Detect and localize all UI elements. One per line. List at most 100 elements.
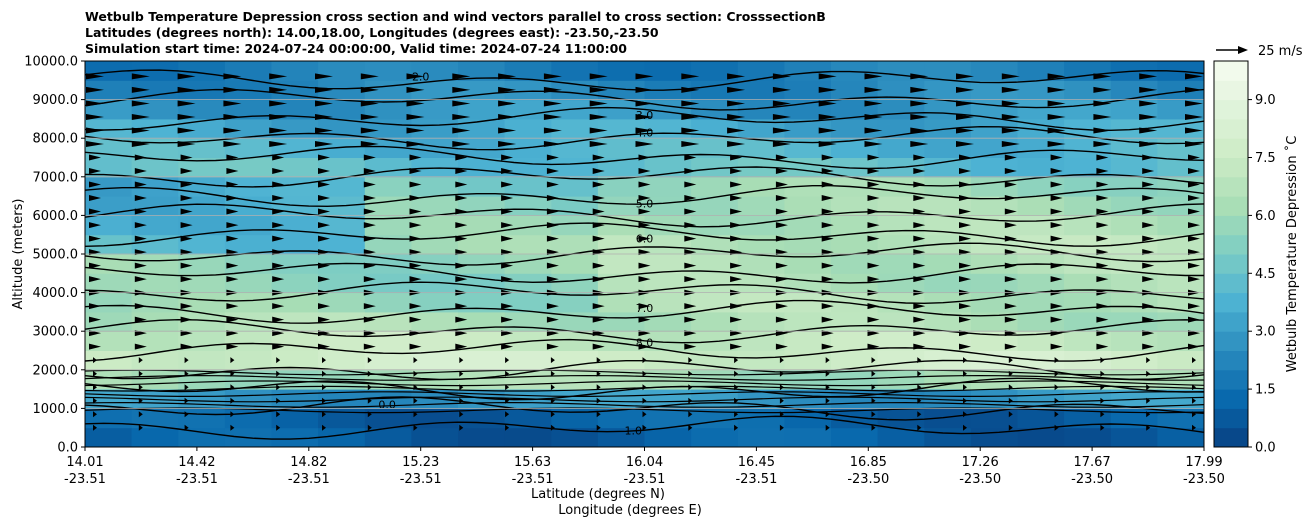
field-cell bbox=[318, 215, 366, 236]
field-cell bbox=[131, 215, 179, 236]
wind-vector bbox=[825, 424, 830, 431]
field-cell bbox=[318, 389, 366, 409]
wind-vector bbox=[1142, 303, 1155, 310]
wind-vector bbox=[363, 316, 376, 323]
field-cell bbox=[224, 273, 272, 294]
wind-vector bbox=[455, 235, 468, 242]
wind-vector bbox=[1185, 73, 1203, 80]
wind-vector bbox=[684, 181, 697, 188]
wind-vector bbox=[455, 195, 468, 201]
wind-vector bbox=[730, 316, 743, 323]
contour-line bbox=[85, 125, 1204, 151]
wind-vector bbox=[413, 370, 418, 377]
wind-vector bbox=[1146, 370, 1151, 377]
wind-vector bbox=[910, 100, 929, 107]
wind-vector bbox=[956, 127, 974, 134]
field-cell bbox=[411, 61, 459, 81]
contour-line bbox=[85, 222, 1204, 247]
field-cell bbox=[784, 331, 832, 351]
wind-vector bbox=[684, 276, 697, 283]
wind-vector bbox=[315, 100, 333, 107]
wind-vector bbox=[779, 424, 784, 431]
field-cell bbox=[970, 80, 1018, 101]
field-cell bbox=[504, 292, 552, 313]
field-cell bbox=[877, 196, 925, 216]
field-cell bbox=[458, 157, 506, 178]
field-cell bbox=[458, 99, 506, 120]
wind-vector bbox=[772, 141, 791, 147]
wind-vector bbox=[1188, 168, 1200, 174]
wind-vector bbox=[272, 303, 285, 310]
wind-vector bbox=[1008, 357, 1013, 364]
wind-vector bbox=[642, 357, 647, 364]
wind-vector bbox=[1139, 127, 1158, 134]
wind-vector bbox=[867, 208, 880, 215]
wind-vector bbox=[730, 195, 743, 201]
wind-vector bbox=[455, 181, 468, 188]
field-cell bbox=[970, 273, 1018, 294]
wind-vector bbox=[825, 370, 830, 377]
field-cell bbox=[1157, 215, 1205, 236]
wind-vector bbox=[1001, 141, 1020, 147]
field-cell bbox=[924, 427, 972, 448]
wind-vector bbox=[501, 276, 514, 283]
x-tick-lon: -23.50 bbox=[1071, 472, 1113, 487]
wind-vector bbox=[272, 235, 285, 242]
y-tick-label: 9000.0 bbox=[33, 93, 79, 108]
wind-vector bbox=[455, 276, 468, 283]
field-cell bbox=[1110, 408, 1158, 429]
field-cell bbox=[784, 176, 832, 197]
wind-vector bbox=[1004, 316, 1017, 323]
field-cell bbox=[458, 118, 506, 139]
wind-vector bbox=[180, 235, 193, 242]
wind-vector bbox=[864, 114, 883, 120]
wind-vector bbox=[546, 154, 559, 161]
field-cell bbox=[364, 292, 412, 313]
wind-vector bbox=[730, 181, 743, 188]
wind-vector bbox=[864, 86, 883, 93]
wind-vector bbox=[546, 195, 559, 201]
wind-vector bbox=[455, 154, 468, 161]
wind-vector bbox=[688, 384, 693, 391]
wind-vector bbox=[134, 195, 147, 201]
wind-vector bbox=[363, 168, 376, 174]
wind-vector bbox=[409, 343, 422, 350]
wind-vector bbox=[910, 73, 929, 80]
wind-vector bbox=[272, 168, 285, 174]
wind-vector bbox=[1093, 73, 1112, 80]
field-cell bbox=[1064, 389, 1112, 409]
wind-vector bbox=[86, 127, 104, 134]
wind-vector bbox=[821, 181, 834, 188]
field-cell bbox=[131, 254, 179, 274]
field-cell bbox=[318, 273, 366, 294]
field-cell bbox=[458, 138, 506, 158]
field-cell bbox=[178, 350, 226, 371]
wind-vector bbox=[589, 86, 608, 93]
wind-vector bbox=[775, 154, 788, 161]
wind-vector bbox=[505, 357, 510, 364]
x-tick-lon: -23.51 bbox=[624, 472, 666, 487]
x-tick-lat: 16.04 bbox=[626, 455, 663, 470]
wind-vector bbox=[272, 208, 285, 215]
wind-vector bbox=[681, 141, 700, 147]
colorbar-band bbox=[1214, 389, 1248, 409]
field-cell bbox=[877, 273, 925, 294]
wind-vector bbox=[505, 397, 510, 404]
wind-vector bbox=[501, 208, 514, 215]
wind-vector bbox=[1050, 168, 1063, 174]
wind-vector bbox=[86, 100, 104, 107]
wind-vector bbox=[963, 357, 967, 364]
colorbar-band bbox=[1214, 408, 1248, 429]
wind-vector bbox=[821, 316, 834, 323]
wind-vector bbox=[1093, 100, 1112, 107]
wind-vector bbox=[315, 141, 333, 147]
wind-vector bbox=[363, 195, 376, 201]
wind-vector bbox=[138, 384, 143, 391]
wind-vector bbox=[543, 100, 562, 107]
wind-vector bbox=[455, 168, 468, 174]
wind-vector bbox=[501, 168, 514, 174]
field-cell bbox=[924, 408, 972, 429]
wind-vector bbox=[138, 397, 143, 404]
wind-vector bbox=[1142, 181, 1155, 188]
field-cell bbox=[691, 61, 739, 81]
